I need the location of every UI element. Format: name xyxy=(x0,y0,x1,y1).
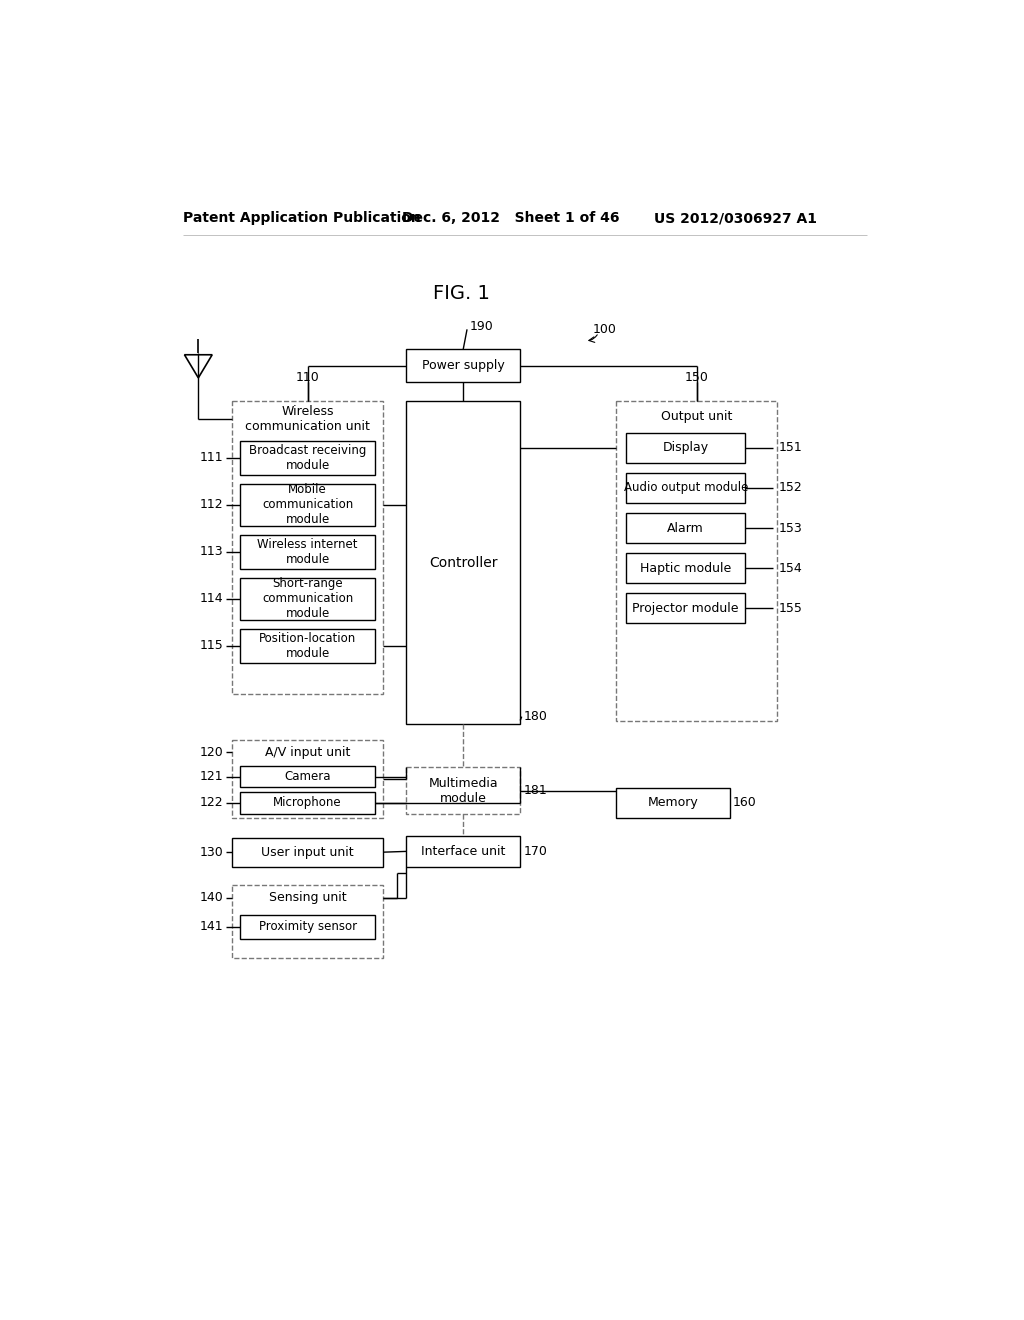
Bar xyxy=(407,767,520,814)
Bar xyxy=(232,739,383,818)
Text: Memory: Memory xyxy=(647,796,698,809)
Text: Interface unit: Interface unit xyxy=(421,845,506,858)
Text: User input unit: User input unit xyxy=(261,846,354,859)
Text: 141: 141 xyxy=(200,920,223,933)
Bar xyxy=(240,766,376,788)
Text: Wireless internet
module: Wireless internet module xyxy=(257,537,358,566)
Text: 153: 153 xyxy=(779,521,803,535)
Text: 180: 180 xyxy=(523,710,547,723)
Bar xyxy=(240,535,376,569)
Text: 150: 150 xyxy=(685,371,709,384)
Text: Sensing unit: Sensing unit xyxy=(269,891,346,904)
Text: Broadcast receiving
module: Broadcast receiving module xyxy=(249,444,367,473)
Text: 121: 121 xyxy=(200,770,223,783)
Text: Dec. 6, 2012   Sheet 1 of 46: Dec. 6, 2012 Sheet 1 of 46 xyxy=(401,211,620,226)
Bar xyxy=(407,350,520,381)
Bar xyxy=(232,886,383,958)
Bar xyxy=(407,401,520,725)
Bar xyxy=(240,441,376,475)
Text: 122: 122 xyxy=(200,796,223,809)
Text: Controller: Controller xyxy=(429,556,498,570)
Bar xyxy=(627,594,745,623)
Text: 181: 181 xyxy=(523,784,547,797)
Bar xyxy=(627,433,745,462)
Text: FIG. 1: FIG. 1 xyxy=(433,284,490,302)
Text: 152: 152 xyxy=(779,482,803,495)
Text: Short-range
communication
module: Short-range communication module xyxy=(262,577,353,620)
Text: 155: 155 xyxy=(779,602,803,615)
Text: Camera: Camera xyxy=(285,770,331,783)
Bar xyxy=(240,915,376,940)
Bar xyxy=(240,484,376,525)
Text: 170: 170 xyxy=(523,845,547,858)
Text: 115: 115 xyxy=(200,639,223,652)
Text: Mobile
communication
module: Mobile communication module xyxy=(262,483,353,527)
Text: Patent Application Publication: Patent Application Publication xyxy=(183,211,421,226)
Text: 160: 160 xyxy=(733,796,757,809)
Bar xyxy=(240,628,376,663)
Text: Alarm: Alarm xyxy=(668,521,705,535)
Bar xyxy=(240,792,376,813)
Text: Power supply: Power supply xyxy=(422,359,505,372)
Bar xyxy=(615,401,777,721)
Text: Position-location
module: Position-location module xyxy=(259,632,356,660)
Text: 110: 110 xyxy=(296,371,319,384)
Text: 112: 112 xyxy=(200,499,223,511)
Bar xyxy=(627,474,745,503)
Bar xyxy=(615,788,730,817)
Bar xyxy=(627,553,745,582)
Text: Wireless
communication unit: Wireless communication unit xyxy=(245,405,370,433)
Text: Proximity sensor: Proximity sensor xyxy=(259,920,356,933)
Bar xyxy=(232,401,383,693)
Bar xyxy=(240,578,376,619)
Text: 154: 154 xyxy=(779,561,803,574)
Text: 190: 190 xyxy=(469,319,494,333)
Bar xyxy=(232,837,383,867)
Text: 111: 111 xyxy=(200,451,223,465)
Text: Output unit: Output unit xyxy=(660,409,732,422)
Text: 113: 113 xyxy=(200,545,223,558)
Text: 151: 151 xyxy=(779,441,803,454)
Text: 100: 100 xyxy=(593,323,616,335)
Text: 114: 114 xyxy=(200,593,223,606)
Text: Multimedia
module: Multimedia module xyxy=(428,776,498,805)
Text: Microphone: Microphone xyxy=(273,796,342,809)
Text: 130: 130 xyxy=(200,846,223,859)
Text: Projector module: Projector module xyxy=(633,602,739,615)
Text: Audio output module: Audio output module xyxy=(624,482,748,495)
Text: Haptic module: Haptic module xyxy=(640,561,731,574)
Text: US 2012/0306927 A1: US 2012/0306927 A1 xyxy=(654,211,817,226)
Text: 140: 140 xyxy=(200,891,223,904)
Text: 120: 120 xyxy=(200,746,223,759)
Bar xyxy=(407,836,520,867)
Text: Display: Display xyxy=(663,441,709,454)
Text: A/V input unit: A/V input unit xyxy=(265,746,350,759)
Bar xyxy=(627,513,745,543)
